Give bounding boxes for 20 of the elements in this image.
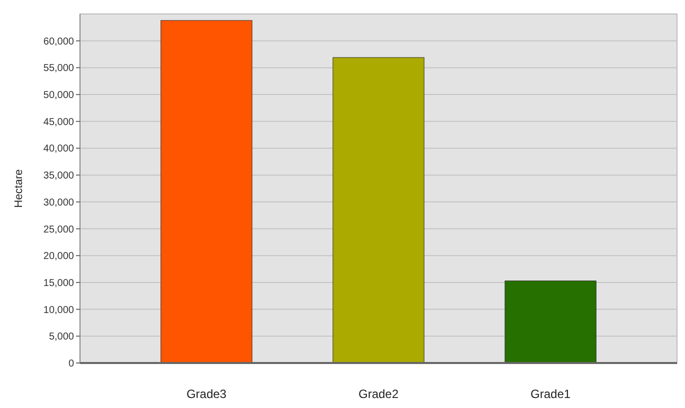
y-tick-label: 25,000 bbox=[43, 224, 74, 236]
y-tick-label: 20,000 bbox=[43, 251, 74, 262]
y-tick-label: 30,000 bbox=[43, 197, 74, 208]
y-tick-label: 60,000 bbox=[43, 36, 74, 48]
y-tick-label: 45,000 bbox=[43, 116, 74, 128]
x-tick-label: Grade3 bbox=[186, 387, 227, 401]
bar bbox=[504, 280, 596, 364]
y-tick-label: 50,000 bbox=[43, 90, 74, 102]
x-tick-label: Grade2 bbox=[358, 387, 399, 401]
x-tick-label: Grade1 bbox=[530, 387, 571, 401]
y-axis-title: Hectare bbox=[13, 169, 25, 208]
y-tick-label: 40,000 bbox=[43, 144, 74, 155]
bar bbox=[332, 57, 424, 364]
y-tick-label: 35,000 bbox=[43, 170, 74, 182]
y-tick-label: 5,000 bbox=[48, 332, 74, 343]
y-tick-label: 10,000 bbox=[43, 304, 74, 316]
y-tick-label: 55,000 bbox=[43, 63, 74, 74]
bar bbox=[160, 20, 252, 364]
y-tick-label: 15,000 bbox=[43, 278, 74, 289]
y-tick-label: 0 bbox=[68, 358, 74, 370]
